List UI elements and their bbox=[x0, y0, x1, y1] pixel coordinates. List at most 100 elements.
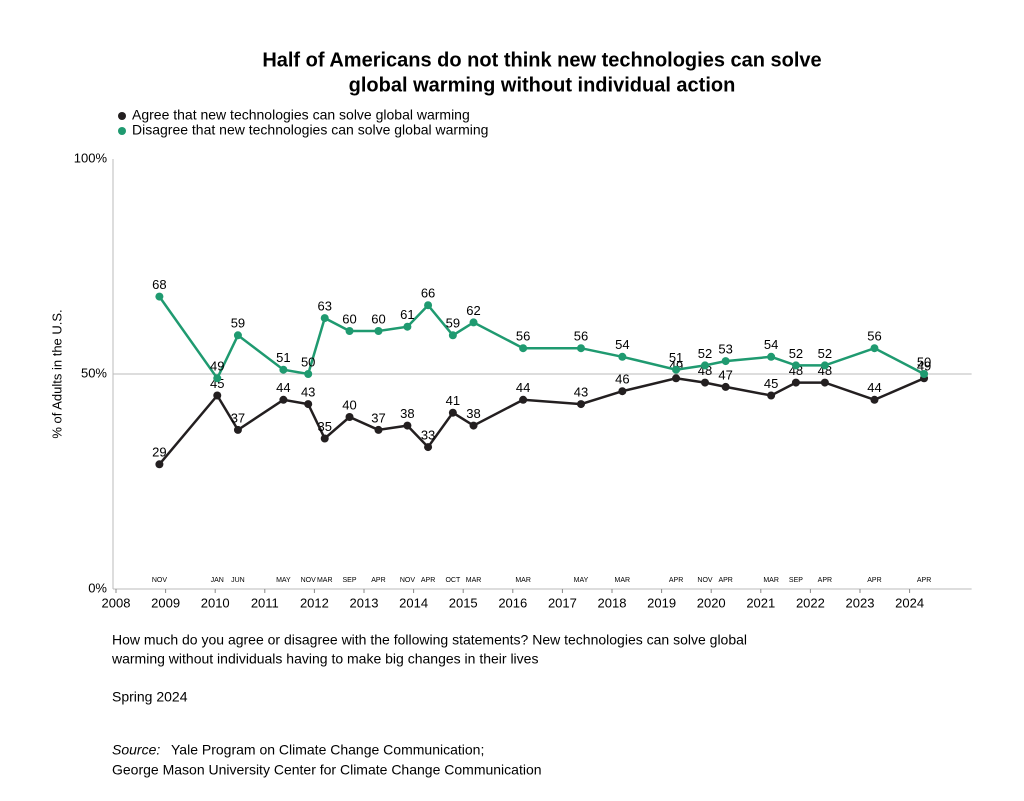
month-label: OCT bbox=[445, 577, 461, 584]
data-point bbox=[519, 395, 528, 404]
month-label: APR bbox=[371, 577, 385, 584]
data-label: 59 bbox=[231, 316, 245, 331]
month-label: NOV bbox=[697, 577, 713, 584]
x-tick-label: 2014 bbox=[399, 595, 428, 610]
data-point bbox=[345, 413, 354, 421]
x-tick-label: 2010 bbox=[201, 595, 230, 610]
data-point bbox=[448, 408, 457, 417]
data-point bbox=[791, 378, 800, 387]
data-point bbox=[618, 387, 627, 396]
data-point bbox=[304, 370, 313, 378]
data-label: 61 bbox=[400, 307, 414, 322]
legend-marker bbox=[118, 112, 126, 120]
data-label: 60 bbox=[371, 311, 385, 326]
data-label: 49 bbox=[210, 359, 224, 374]
data-point bbox=[767, 352, 776, 361]
series-line bbox=[158, 377, 925, 466]
data-label: 52 bbox=[698, 346, 712, 361]
data-label: 41 bbox=[446, 393, 460, 408]
x-tick-label: 2015 bbox=[449, 595, 478, 610]
data-label: 44 bbox=[276, 380, 290, 395]
data-label: 38 bbox=[466, 406, 480, 421]
x-tick-label: 2013 bbox=[350, 595, 379, 610]
data-label: 52 bbox=[789, 346, 803, 361]
data-point bbox=[403, 421, 412, 430]
data-point bbox=[155, 292, 164, 301]
data-point bbox=[320, 434, 329, 443]
legend-marker bbox=[118, 127, 126, 135]
data-label: 49 bbox=[917, 359, 931, 374]
data-label: 35 bbox=[317, 419, 331, 434]
data-point bbox=[791, 361, 800, 370]
legend-label: Disagree that new technologies can solve… bbox=[132, 122, 488, 138]
data-label: 52 bbox=[818, 346, 832, 361]
data-label: 51 bbox=[276, 350, 290, 365]
data-point bbox=[279, 365, 288, 374]
question: How much do you agree or disagree with t… bbox=[112, 632, 747, 648]
month-label: MAR bbox=[763, 577, 779, 584]
data-point bbox=[320, 314, 329, 323]
data-label: 60 bbox=[342, 311, 356, 326]
x-tick-label: 2020 bbox=[697, 595, 726, 610]
data-point bbox=[213, 374, 222, 383]
data-label: 54 bbox=[615, 337, 629, 352]
month-label: SEP bbox=[343, 577, 357, 584]
month-label: APR bbox=[718, 577, 732, 584]
data-label: 68 bbox=[152, 277, 166, 292]
data-label: 38 bbox=[400, 406, 414, 421]
data-point bbox=[820, 361, 829, 370]
data-point bbox=[721, 382, 730, 391]
x-tick-label: 2011 bbox=[251, 595, 279, 610]
data-label: 44 bbox=[516, 380, 530, 395]
source: George Mason University Center for Clima… bbox=[112, 762, 542, 778]
x-tick-label: 2012 bbox=[300, 595, 329, 610]
data-point bbox=[233, 331, 242, 340]
x-tick-label: 2016 bbox=[498, 595, 527, 610]
data-label: 62 bbox=[466, 303, 480, 318]
data-point bbox=[374, 327, 383, 335]
data-label: 51 bbox=[669, 350, 683, 365]
data-point bbox=[618, 352, 627, 361]
month-label: MAR bbox=[317, 577, 333, 584]
source-label: Source: bbox=[112, 742, 160, 758]
data-point bbox=[577, 400, 585, 409]
month-label: JAN bbox=[211, 577, 224, 584]
data-label: 47 bbox=[718, 367, 732, 382]
y-tick-label: 50% bbox=[81, 365, 107, 380]
y-tick-label: 100% bbox=[74, 150, 108, 165]
x-tick-label: 2009 bbox=[151, 595, 180, 610]
x-tick-label: 2017 bbox=[548, 595, 577, 610]
y-axis-label: % of Adults in the U.S. bbox=[49, 309, 64, 438]
data-point bbox=[448, 331, 457, 340]
data-point bbox=[721, 357, 730, 366]
data-label: 50 bbox=[301, 354, 315, 369]
data-point bbox=[672, 365, 681, 374]
data-point bbox=[213, 391, 222, 400]
data-point bbox=[820, 378, 829, 387]
data-label: 56 bbox=[516, 329, 530, 344]
data-point bbox=[672, 374, 681, 383]
data-label: 54 bbox=[764, 337, 778, 352]
month-label: JUN bbox=[231, 577, 245, 584]
month-label: APR bbox=[421, 577, 435, 584]
data-label: 46 bbox=[615, 372, 629, 387]
month-label: MAR bbox=[615, 577, 631, 584]
data-point bbox=[424, 301, 433, 310]
chart-title: global warming without individual action bbox=[349, 74, 736, 96]
data-label: 29 bbox=[152, 445, 166, 460]
data-label: 56 bbox=[574, 329, 588, 344]
month-label: MAR bbox=[466, 577, 482, 584]
month-label: NOV bbox=[152, 577, 168, 584]
data-point bbox=[469, 318, 478, 327]
x-tick-label: 2019 bbox=[647, 595, 676, 610]
data-point bbox=[424, 443, 433, 452]
data-point bbox=[701, 378, 709, 387]
data-label: 37 bbox=[371, 410, 385, 425]
data-label: 56 bbox=[867, 329, 881, 344]
data-label: 45 bbox=[764, 376, 778, 391]
data-label: 43 bbox=[574, 385, 588, 400]
data-point bbox=[345, 327, 354, 335]
month-label: SEP bbox=[789, 577, 803, 584]
period: Spring 2024 bbox=[112, 689, 188, 705]
